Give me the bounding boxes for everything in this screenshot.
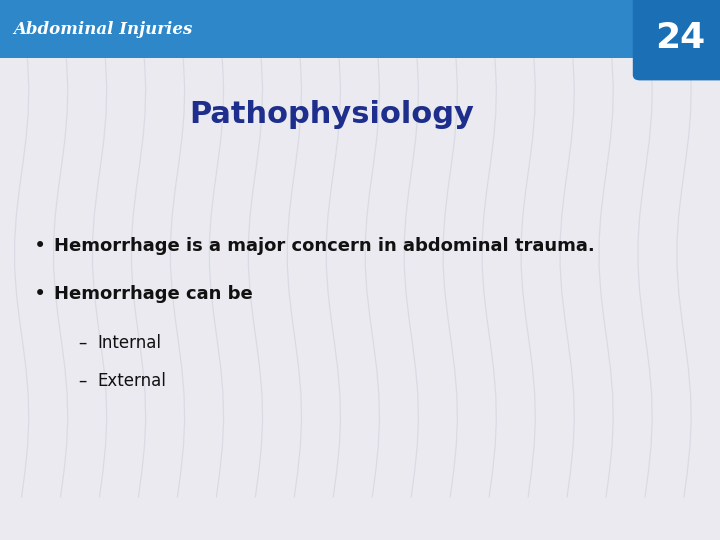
Text: Abdominal Injuries: Abdominal Injuries [13, 21, 192, 37]
Text: –: – [78, 334, 87, 352]
Text: Pathophysiology: Pathophysiology [189, 100, 474, 129]
Text: External: External [97, 372, 166, 390]
Text: Hemorrhage can be: Hemorrhage can be [54, 285, 253, 303]
Text: •: • [33, 284, 46, 305]
Text: –: – [78, 372, 87, 390]
Text: •: • [33, 235, 46, 256]
Bar [0, 0, 720, 58]
Text: 24: 24 [655, 21, 705, 55]
FancyBboxPatch shape [633, 0, 720, 80]
Text: Hemorrhage is a major concern in abdominal trauma.: Hemorrhage is a major concern in abdomin… [54, 237, 595, 255]
Text: Internal: Internal [97, 334, 161, 352]
